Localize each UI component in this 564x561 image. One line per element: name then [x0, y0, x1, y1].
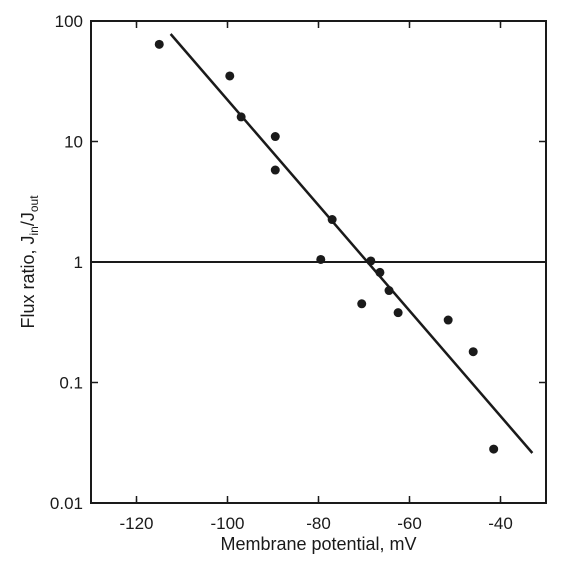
fit-line-layer: [169, 33, 534, 454]
data-point: [225, 71, 235, 81]
x-tick-labels: -120 -100 -80 -60 -40: [119, 514, 512, 533]
x-tick-label: -40: [488, 514, 513, 533]
data-point: [393, 308, 403, 318]
y-axis-title: Flux ratio, Jin/Jout: [18, 195, 41, 329]
y-tick-label: 1: [74, 253, 83, 272]
data-point: [489, 444, 499, 454]
data-point: [270, 132, 280, 142]
x-tick-label: -60: [397, 514, 422, 533]
x-tick-label: -100: [210, 514, 244, 533]
data-point: [443, 315, 453, 325]
data-point: [316, 254, 326, 264]
y-axis-title-mid: /J: [18, 212, 38, 226]
data-point: [384, 286, 394, 296]
data-point: [327, 215, 337, 225]
y-tick-label: 0.1: [59, 374, 83, 393]
x-tick-label: -120: [119, 514, 153, 533]
y-tick-label: 0.01: [50, 494, 83, 513]
data-point: [357, 299, 367, 309]
y-tick-labels: 100 10 1 0.1 0.01: [50, 12, 83, 513]
data-points: [154, 39, 499, 454]
data-point: [375, 267, 385, 277]
data-point: [366, 256, 376, 266]
x-tick-label: -80: [306, 514, 331, 533]
y-axis-title-sub2: out: [27, 195, 41, 212]
data-point: [154, 39, 164, 49]
data-point: [270, 165, 280, 175]
y-axis-title-prefix: Flux ratio, J: [18, 236, 38, 329]
ticks: [91, 20, 546, 504]
data-point: [236, 112, 246, 122]
y-axis-title-sub1: in: [27, 226, 41, 235]
regression-line: [169, 33, 534, 454]
x-axis-title: Membrane potential, mV: [220, 534, 416, 554]
data-point: [468, 347, 478, 357]
y-tick-label: 100: [55, 12, 83, 31]
y-tick-label: 10: [64, 133, 83, 152]
